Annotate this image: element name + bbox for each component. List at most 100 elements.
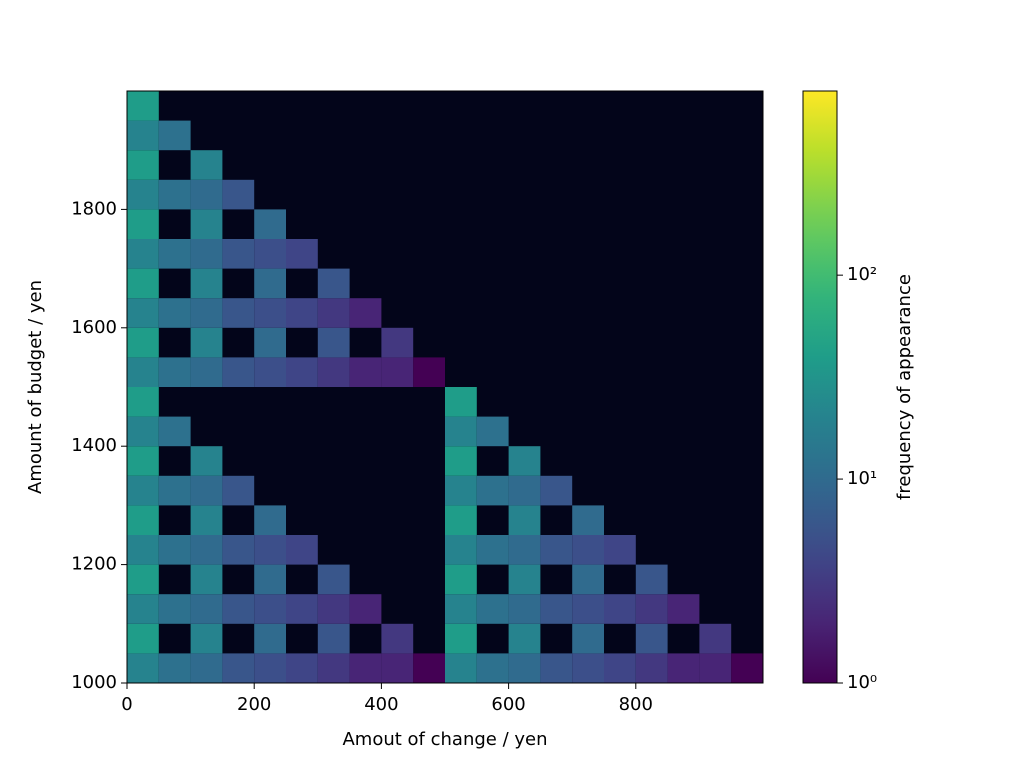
- heatmap-cell: [286, 653, 318, 683]
- x-tick-label: 800: [619, 694, 653, 715]
- heatmap-cell: [413, 653, 445, 683]
- heatmap-cell: [222, 298, 255, 328]
- heatmap-cell: [445, 387, 477, 417]
- colorbar-tick-label: 10⁰: [847, 672, 877, 693]
- heatmap-cell: [445, 446, 477, 476]
- heatmap-cell: [222, 357, 255, 387]
- heatmap-cell: [254, 357, 286, 387]
- heatmap-cell: [572, 564, 604, 595]
- x-tick-label: 600: [491, 694, 525, 715]
- heatmap-cell: [158, 239, 191, 269]
- heatmap-cell: [508, 623, 541, 654]
- plot-frame: [126, 90, 764, 684]
- x-tick-label: 400: [364, 694, 398, 715]
- heatmap-cell: [635, 564, 668, 595]
- colorbar: [802, 90, 838, 684]
- heatmap-cell: [445, 623, 477, 654]
- y-axis-label: Amount of budget / yen: [25, 280, 46, 494]
- heatmap-cell: [254, 623, 286, 654]
- heatmap-cell: [127, 179, 159, 210]
- heatmap-cell: [349, 594, 382, 624]
- colorbar-tick-label: 10²: [847, 264, 877, 285]
- heatmap-cell: [254, 268, 286, 299]
- heatmap-cell: [286, 298, 318, 328]
- heatmap-cell: [317, 594, 350, 624]
- heatmap-cell: [127, 357, 159, 387]
- heatmap-cell: [127, 327, 159, 358]
- heatmap-cell: [540, 653, 573, 683]
- heatmap-cell: [222, 179, 255, 210]
- x-axis-label: Amout of change / yen: [342, 729, 547, 750]
- heatmap-cell: [190, 239, 223, 269]
- heatmap-cell: [667, 594, 700, 624]
- heatmap-cell: [190, 564, 223, 595]
- heatmap-cell: [731, 653, 763, 683]
- heatmap-cell: [445, 653, 477, 683]
- heatmap-cell: [254, 535, 286, 565]
- heatmap-cell: [476, 535, 509, 565]
- heatmap-cell: [445, 594, 477, 624]
- heatmap-cell: [254, 653, 286, 683]
- heatmap-cell: [445, 416, 477, 447]
- heatmap-cell: [445, 535, 477, 565]
- heatmap-cell: [254, 209, 286, 239]
- heatmap-cell: [540, 535, 573, 565]
- x-tick-label: 200: [237, 694, 271, 715]
- heatmap-cell: [127, 91, 159, 121]
- heatmap-cell: [254, 564, 286, 595]
- heatmap-cell: [127, 505, 159, 535]
- heatmap-cell: [127, 416, 159, 447]
- heatmap-cell: [508, 594, 541, 624]
- heatmap-cell: [286, 535, 318, 565]
- heatmap-cell: [604, 653, 636, 683]
- heatmap-cell: [222, 535, 255, 565]
- heatmap-cell: [190, 179, 223, 210]
- heatmap-cell: [508, 505, 541, 535]
- heatmap-cell: [381, 623, 414, 654]
- heatmap-cell: [158, 120, 191, 151]
- heatmap-cell: [572, 623, 604, 654]
- heatmap-cell: [127, 446, 159, 476]
- heatmap-cell: [190, 357, 223, 387]
- heatmap-cell: [190, 505, 223, 535]
- heatmap-cell: [508, 446, 541, 476]
- heatmap-cell: [508, 564, 541, 595]
- heatmap-cell: [445, 564, 477, 595]
- colorbar-tick-label: 10¹: [847, 468, 877, 489]
- heatmap-cell: [127, 298, 159, 328]
- heatmap-cell: [190, 298, 223, 328]
- heatmap-cell: [286, 239, 318, 269]
- heatmap-cell: [222, 239, 255, 269]
- heatmap-cell: [381, 327, 414, 358]
- heatmap-cell: [127, 387, 159, 417]
- heatmap-cell: [254, 327, 286, 358]
- heatmap-cell: [254, 505, 286, 535]
- heatmap-cell: [317, 268, 350, 299]
- heatmap-cell: [508, 475, 541, 506]
- heatmap-cell: [540, 475, 573, 506]
- y-tick-label: 1600: [71, 317, 117, 338]
- heatmap-cell: [349, 298, 382, 328]
- heatmap-cell: [604, 535, 636, 565]
- heatmap-cell: [158, 475, 191, 506]
- heatmap-cell: [381, 357, 414, 387]
- heatmap-cell: [190, 446, 223, 476]
- heatmap-cell: [286, 357, 318, 387]
- heatmap-cell: [222, 653, 255, 683]
- heatmap-cell: [127, 120, 159, 151]
- heatmap-cell: [317, 327, 350, 358]
- heatmap-cell: [127, 209, 159, 239]
- heatmap-cell: [381, 653, 414, 683]
- heatmap-cell: [127, 239, 159, 269]
- x-tick-label: 0: [121, 694, 132, 715]
- colorbar-label: frequency of appearance: [894, 274, 915, 500]
- heatmap-cell: [445, 505, 477, 535]
- heatmap-cell: [572, 535, 604, 565]
- heatmap-cell: [158, 653, 191, 683]
- heatmap-cell: [127, 564, 159, 595]
- heatmap-cell: [476, 653, 509, 683]
- heatmap-cell: [127, 475, 159, 506]
- heatmap-cell: [667, 653, 700, 683]
- heatmap-cell: [635, 623, 668, 654]
